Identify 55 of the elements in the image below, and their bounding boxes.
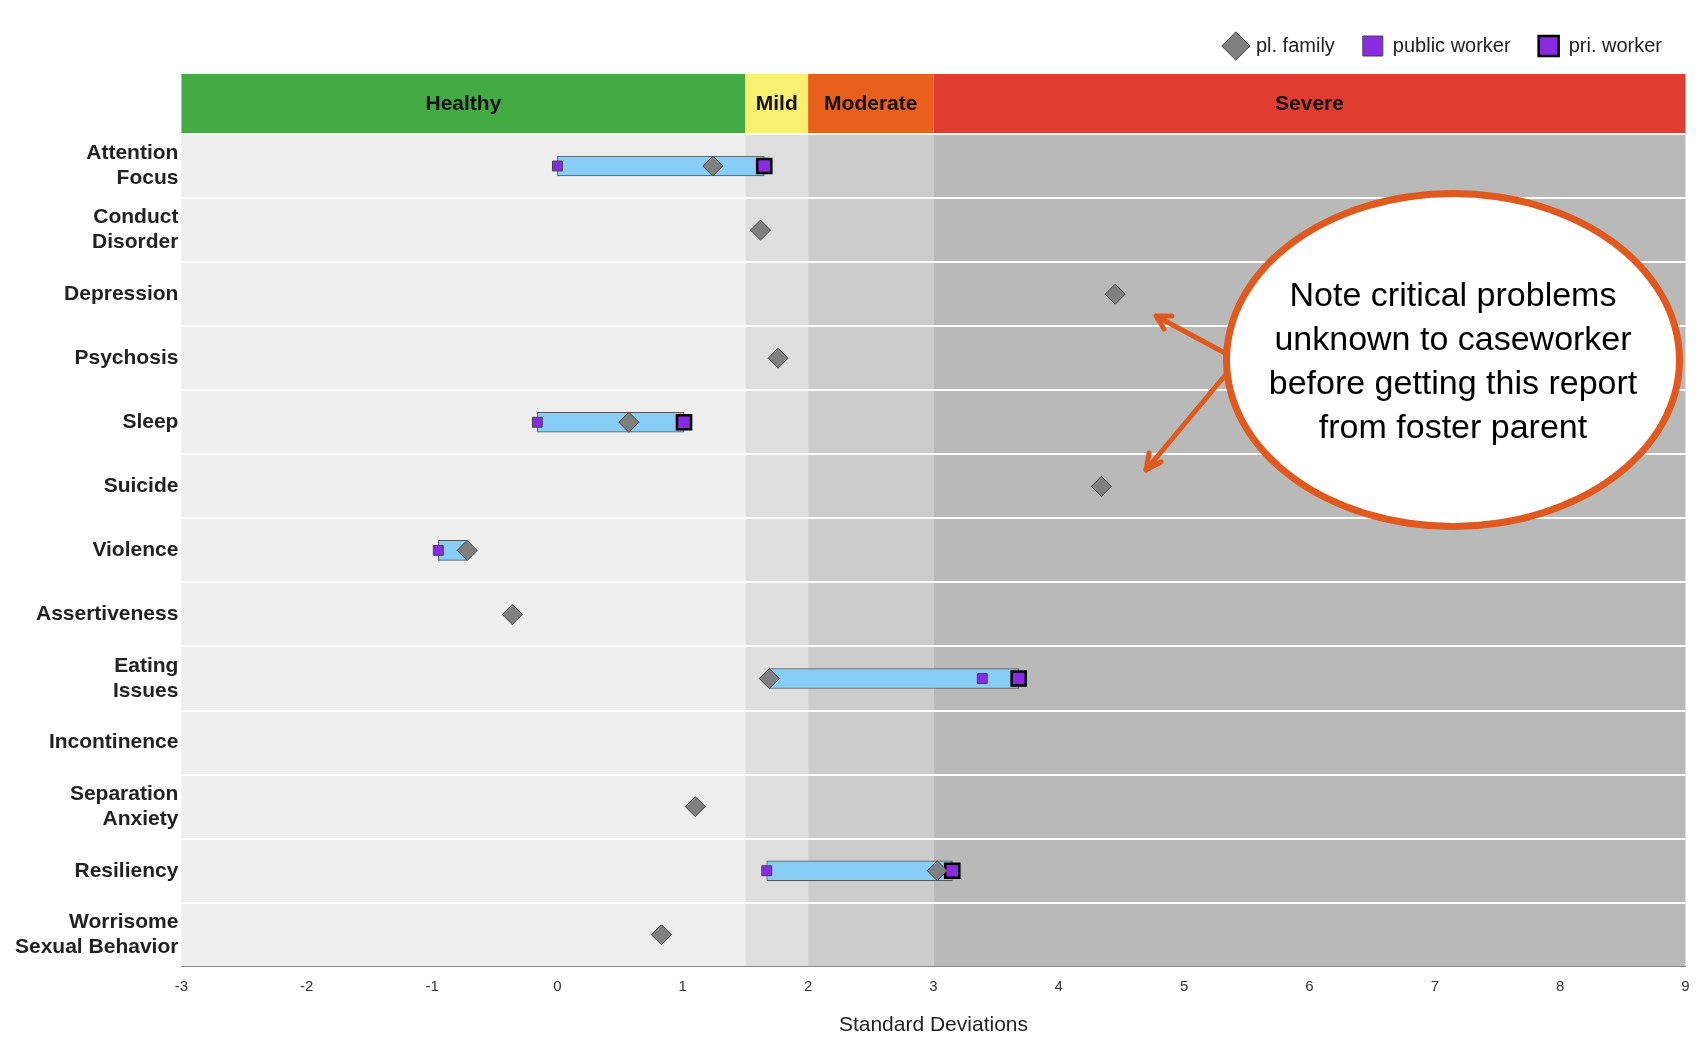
y-tick-label: Conduct Disorder xyxy=(92,204,179,253)
y-tick-label: Assertiveness xyxy=(35,601,179,625)
y-tick-label: Depression xyxy=(64,280,179,304)
y-tick-label: Resiliency xyxy=(74,857,179,881)
x-tick-label: -1 xyxy=(425,976,439,994)
legend-label: pri. worker xyxy=(1568,33,1663,56)
point xyxy=(943,862,961,880)
point xyxy=(684,796,706,818)
y-tick-label: Suicide xyxy=(103,473,179,497)
y-tick-label: Psychosis xyxy=(74,345,179,369)
point xyxy=(1104,283,1126,305)
x-tick-label: 2 xyxy=(803,976,813,994)
point xyxy=(1090,475,1112,497)
point xyxy=(551,160,563,172)
band-label: Mild xyxy=(755,90,798,114)
point xyxy=(501,603,523,625)
x-tick-label: -2 xyxy=(300,976,314,994)
point xyxy=(976,673,988,684)
point xyxy=(926,860,948,882)
point xyxy=(618,411,640,433)
point xyxy=(650,924,672,946)
legend-label: public worker xyxy=(1392,33,1511,56)
legend-label: pl. family xyxy=(1255,33,1335,56)
point xyxy=(432,544,444,556)
y-tick-label: Eating Issues xyxy=(113,652,179,701)
point xyxy=(749,219,771,241)
y-tick-label: Incontinence xyxy=(48,729,179,753)
x-tick-label: 5 xyxy=(1179,976,1189,994)
point xyxy=(1010,670,1028,687)
x-tick-label: 6 xyxy=(1305,976,1314,994)
point xyxy=(675,413,693,431)
x-tick-label: 3 xyxy=(929,976,938,994)
x-tick-label: 0 xyxy=(553,976,562,994)
x-axis-title: Standard Deviations xyxy=(838,1012,1029,1036)
x-tick-label: 7 xyxy=(1430,976,1439,994)
x-tick-label: 4 xyxy=(1054,976,1063,994)
band-label: Healthy xyxy=(425,90,502,114)
band-label: Moderate xyxy=(824,90,918,114)
point xyxy=(456,539,478,561)
x-tick-label: 8 xyxy=(1555,976,1565,994)
point xyxy=(758,668,780,690)
y-tick-label: Sleep xyxy=(122,409,179,433)
x-tick-label: 9 xyxy=(1681,976,1690,994)
x-tick-label: -3 xyxy=(174,976,189,994)
band-label: Severe xyxy=(1275,90,1344,114)
y-tick-label: Separation Anxiety xyxy=(69,780,179,830)
point xyxy=(531,416,543,428)
point xyxy=(702,155,724,177)
x-tick-label: 1 xyxy=(678,976,687,994)
point xyxy=(767,347,789,369)
y-tick-label: Attention Focus xyxy=(86,140,179,189)
point xyxy=(755,157,773,175)
y-tick-label: Violence xyxy=(92,537,179,561)
y-tick-label: Worrisome Sexual Behavior xyxy=(15,908,179,958)
point xyxy=(761,865,773,877)
